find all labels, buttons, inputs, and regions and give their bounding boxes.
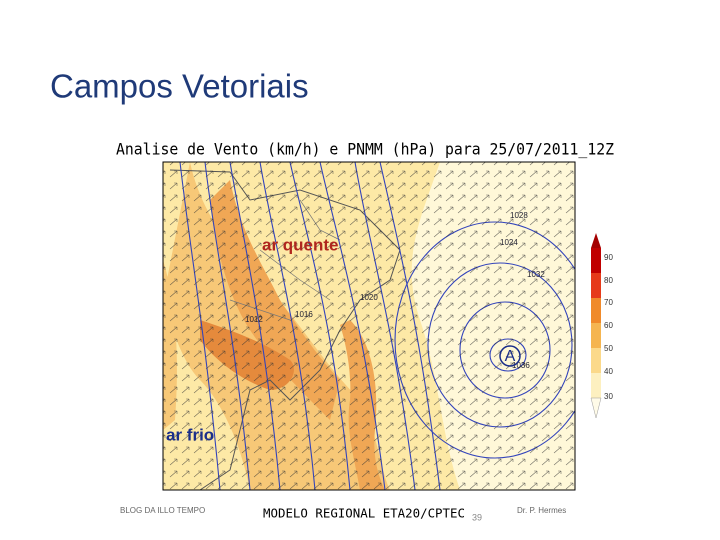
colorbar-label: 80 [604,276,613,285]
cold-air-label: ar frio [166,425,214,444]
colorbar-label: 90 [604,253,613,262]
page-number: 39 [472,512,482,522]
isobar-label: 1036 [512,361,530,370]
isobar-label: 1024 [500,238,518,247]
isobar-label: 1016 [295,310,313,319]
slide-title: Campos Vetoriais [50,68,309,105]
footer-right: Dr. P. Hermes [517,506,566,515]
high-pressure-marker [499,345,521,367]
colorbar-label: 40 [604,367,613,376]
colorbar: 90 80 70 60 50 40 30 [590,233,613,419]
map-title: Analise de Vento (km/h) e PNMM (hPa) par… [116,140,614,159]
isobar-label: 1032 [527,270,545,279]
colorbar-label: 60 [604,321,613,330]
map: 1036 1032 1028 1024 1020 1016 1012 ar qu… [162,161,576,491]
colorbar-label: 70 [604,298,613,307]
warm-air-label: ar quente [262,235,339,254]
colorbar-label: 30 [604,392,613,401]
high-pressure-label: A [505,348,516,365]
isobar-label: 1012 [245,315,263,324]
colorbar-label: 50 [604,344,613,353]
footer-left: BLOG DA ILLO TEMPO [120,506,205,515]
isobar-label: 1028 [510,211,528,220]
isobar-label: 1020 [360,293,378,302]
footer: MODELO REGIONAL ETA20/CPTEC [263,507,465,521]
